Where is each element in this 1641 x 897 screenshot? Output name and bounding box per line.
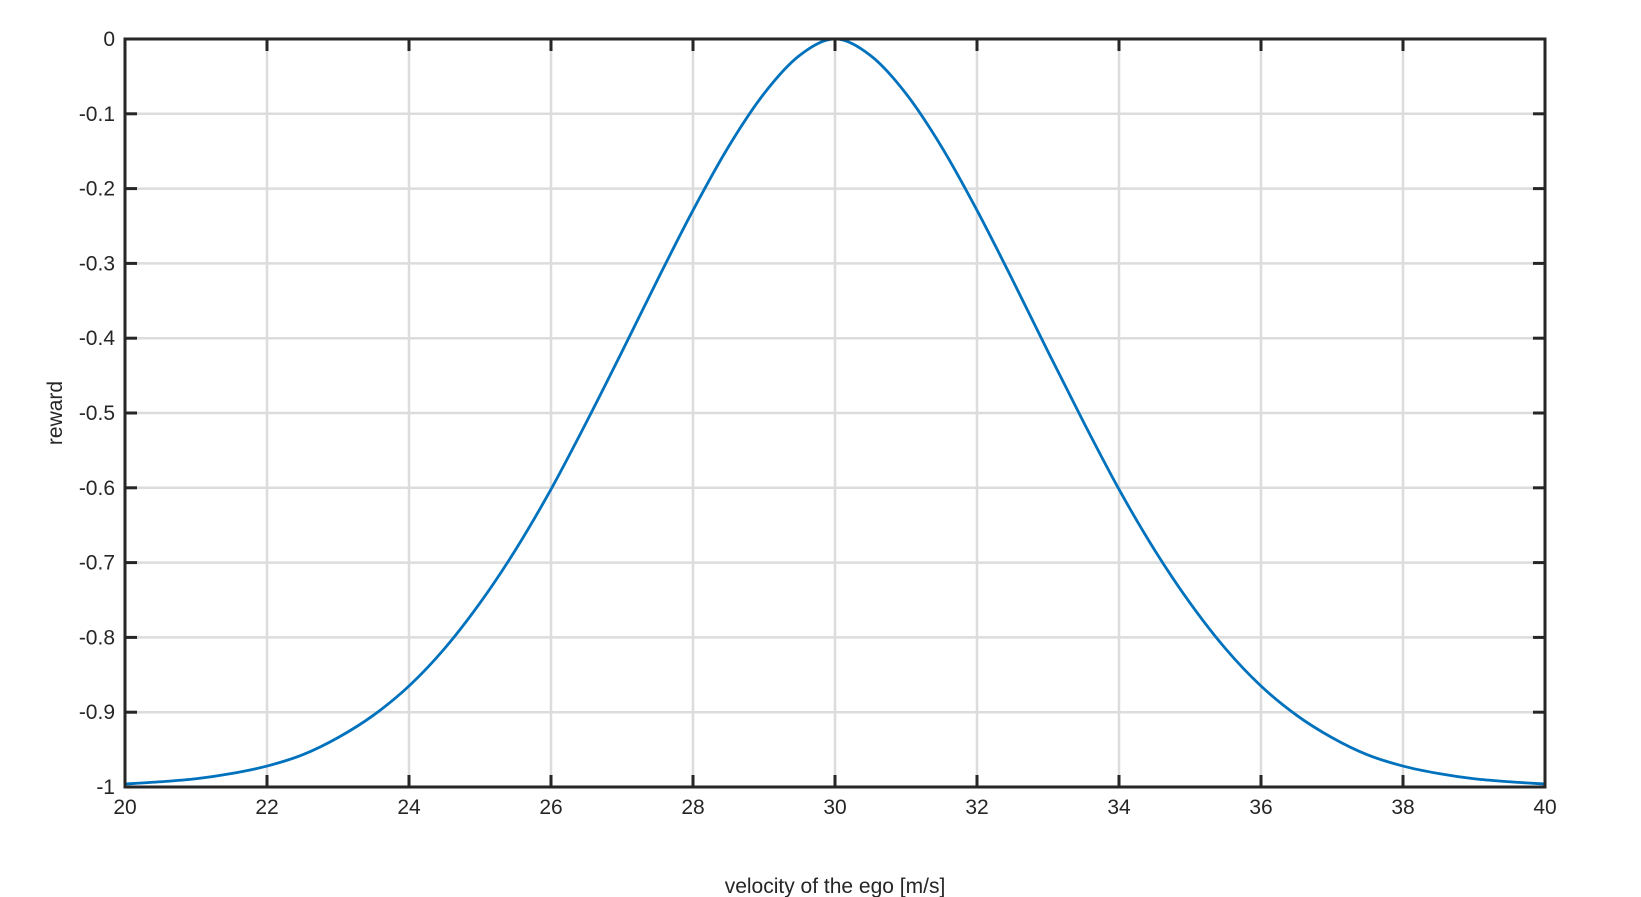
- y-tick-label: -0.8: [79, 626, 115, 649]
- x-tick-label: 28: [681, 796, 704, 819]
- y-tick-label: -0.3: [79, 252, 115, 275]
- y-tick-label: -0.6: [79, 477, 115, 500]
- x-axis-label: velocity of the ego [m/s]: [725, 875, 946, 897]
- x-tick-label: 22: [255, 796, 278, 819]
- x-tick-label: 24: [397, 796, 421, 819]
- x-tick-label: 34: [1107, 796, 1131, 819]
- y-tick-label: -0.4: [79, 327, 116, 350]
- grid: [123, 37, 1547, 789]
- x-tick-label: 20: [113, 796, 136, 819]
- ticks: [123, 37, 1547, 789]
- y-tick-label: -0.7: [79, 552, 115, 575]
- x-tick-label: 26: [539, 796, 562, 819]
- x-tick-label: 38: [1391, 796, 1414, 819]
- x-tick-label: 30: [823, 796, 846, 819]
- y-tick-label: -0.1: [79, 103, 115, 126]
- y-tick-label: -0.2: [79, 178, 115, 201]
- x-tick-label: 36: [1249, 796, 1272, 819]
- y-tick-label: -0.5: [79, 402, 115, 425]
- x-tick-label: 32: [965, 796, 988, 819]
- y-tick-label: -0.9: [79, 701, 115, 724]
- tick-labels: 20 22 24 26 28 30 32 34 36 38 40 0 -0.1 -0.2 -0.3 -0.4 -…: [79, 28, 1557, 819]
- x-tick-label: 40: [1533, 796, 1556, 819]
- y-tick-label: -1: [96, 776, 115, 799]
- y-axis-label: reward: [44, 381, 67, 445]
- y-tick-label: 0: [103, 28, 115, 51]
